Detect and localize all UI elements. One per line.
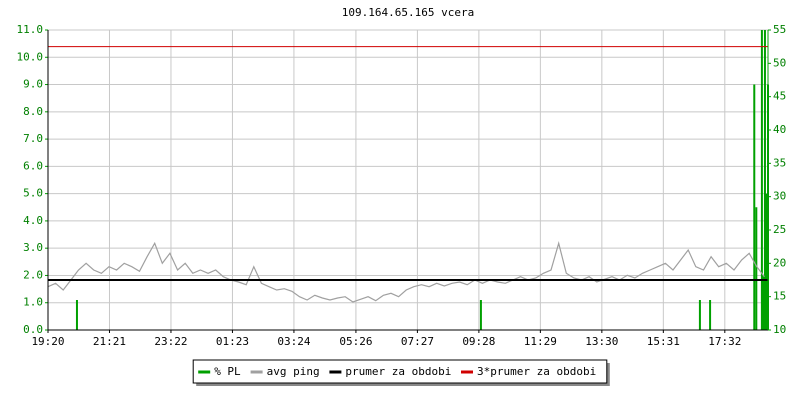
legend: % PL avg ping prumer za obdobi 3*prumer za … <box>192 359 610 386</box>
y-tick-label: 11.0 <box>17 23 44 36</box>
y2-tick-label: 30 <box>773 190 786 203</box>
y2-tick-label: 20 <box>773 256 786 269</box>
x-tick-label: 15:31 <box>647 335 680 348</box>
legend-label: prumer za obdobi <box>345 365 451 378</box>
x-tick-label: 07:27 <box>401 335 434 348</box>
x-tick-label: 17:32 <box>708 335 741 348</box>
y2-tick-label: 50 <box>773 56 786 69</box>
legend-label: % PL <box>214 365 241 378</box>
y-tick-label: 5.0 <box>23 187 43 200</box>
y2-tick-label: 35 <box>773 156 786 169</box>
x-tick-label: 11:29 <box>524 335 557 348</box>
y2-tick-label: 45 <box>773 90 786 103</box>
y-tick-label: 9.0 <box>23 78 43 91</box>
ping-line <box>47 241 765 303</box>
x-tick-label: 09:28 <box>462 335 495 348</box>
y-tick-label: 10.0 <box>17 50 44 63</box>
y2-tick-label: 10 <box>773 323 786 336</box>
y2-tick-label: 55 <box>773 23 786 36</box>
y-tick-label: 4.0 <box>23 214 43 227</box>
x-tick-label: 21:21 <box>93 335 126 348</box>
y-tick-label: 3.0 <box>23 241 43 254</box>
x-tick-label: 03:24 <box>277 335 310 348</box>
y2-tick-label: 40 <box>773 123 786 136</box>
y-tick-label: 8.0 <box>23 105 43 118</box>
legend-label: 3*prumer za obdobi <box>477 365 596 378</box>
legend-box <box>192 359 608 384</box>
y-tick-label: 1.0 <box>23 296 43 309</box>
y-tick-label: 7.0 <box>23 132 43 145</box>
y-tick-label: 0.0 <box>23 323 43 336</box>
x-tick-label: 13:30 <box>585 335 618 348</box>
x-tick-label: 19:20 <box>31 335 64 348</box>
legend-label: avg ping <box>267 365 320 378</box>
y-tick-label: 6.0 <box>23 159 43 172</box>
y2-tick-label: 15 <box>773 290 786 303</box>
chart-title: 109.164.65.165 vcera <box>342 6 474 19</box>
x-tick-label: 01:23 <box>216 335 249 348</box>
x-tick-label: 05:26 <box>339 335 372 348</box>
y-tick-label: 2.0 <box>23 268 43 281</box>
x-tick-label: 23:22 <box>154 335 187 348</box>
y2-tick-label: 25 <box>773 223 786 236</box>
